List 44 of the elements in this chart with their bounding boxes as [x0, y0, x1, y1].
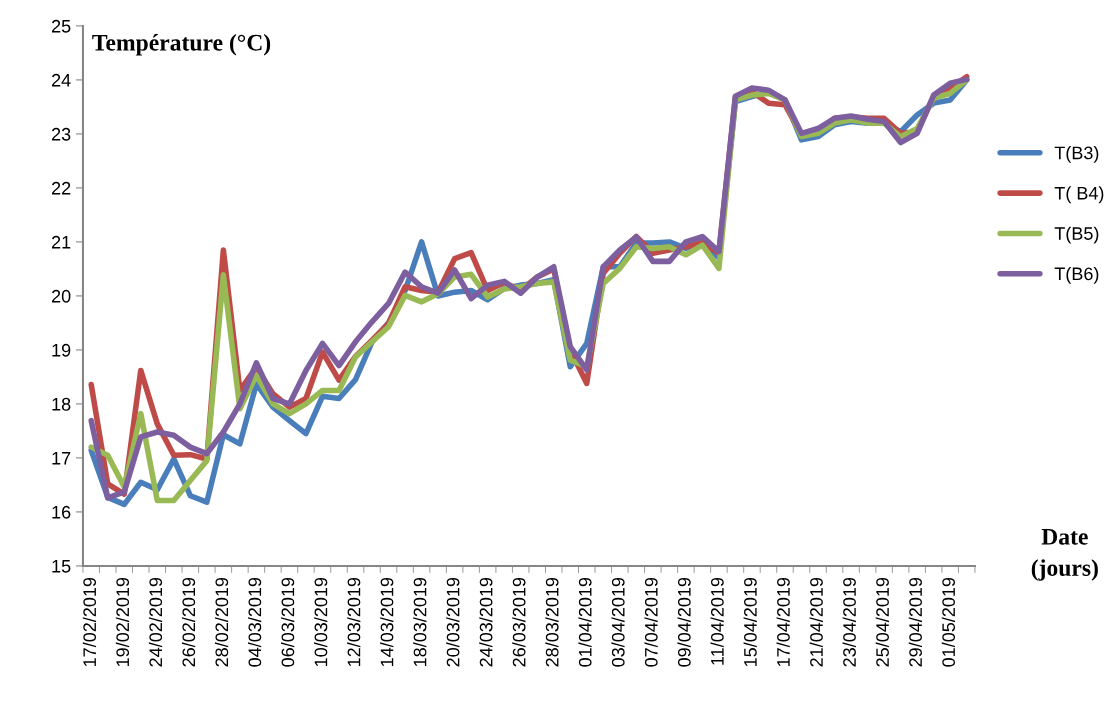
y-tick-label: 16	[52, 505, 71, 519]
x-tick-label: 25/04/2019	[875, 577, 889, 667]
legend-label: T(B5)	[1054, 226, 1099, 244]
x-tick-label: 26/02/2019	[181, 577, 196, 667]
x-tick-label: 17/02/2019	[82, 577, 97, 667]
legend-label: T(B3)	[1054, 146, 1099, 163]
y-tick-label: 19	[52, 343, 71, 357]
x-tick-label: 06/03/2019	[281, 577, 295, 667]
y-tick-label: 20	[51, 289, 71, 303]
x-tick-label: 18/03/2019	[413, 577, 427, 667]
y-tick-label: 18	[52, 397, 71, 411]
x-axis-title: Date (jours)	[1031, 528, 1098, 581]
x-tick-label: 04/03/2019	[247, 577, 262, 667]
y-tick-label: 23	[51, 127, 71, 141]
x-tick-label: 24/02/2019	[148, 577, 163, 667]
x-tick-label: 10/03/2019	[314, 577, 328, 667]
y-axis-title: Température (°C)	[92, 34, 271, 56]
legend-label: T( B4)	[1054, 186, 1104, 204]
legend-label: T(B6)	[1054, 266, 1099, 284]
y-tick-label: 15	[52, 560, 71, 573]
x-tick-label: 03/04/2019	[611, 577, 625, 667]
x-tick-label: 28/02/2019	[214, 577, 229, 667]
x-tick-label: 07/04/2019	[644, 577, 658, 667]
x-tick-label: 11/04/2019	[710, 577, 724, 665]
y-tick-label: 17	[52, 452, 71, 465]
x-tick-label: 14/03/2019	[380, 577, 394, 667]
x-tick-label: 29/04/2019	[908, 577, 922, 667]
y-tick-label: 25	[51, 19, 71, 33]
x-tick-label: 09/04/2019	[677, 577, 691, 667]
x-tick-label: 19/02/2019	[115, 577, 130, 667]
x-tick-label: 28/03/2019	[545, 577, 559, 667]
x-tick-label: 15/04/2019	[743, 577, 757, 667]
x-tick-label: 23/04/2019	[842, 577, 856, 667]
y-tick-label: 22	[51, 181, 71, 195]
x-tick-label: 24/03/2019	[479, 577, 493, 667]
y-tick-label: 24	[51, 73, 71, 87]
x-tick-label: 21/04/2019	[809, 577, 823, 667]
x-tick-label: 01/04/2019	[578, 577, 592, 667]
x-tick-label: 01/05/2019	[941, 577, 956, 667]
x-tick-label: 17/04/2019	[776, 577, 790, 667]
y-tick-label: 21	[51, 235, 71, 249]
x-tick-label: 20/03/2019	[446, 577, 460, 667]
x-tick-label: 12/03/2019	[347, 577, 361, 667]
x-tick-label: 26/03/2019	[512, 577, 526, 667]
